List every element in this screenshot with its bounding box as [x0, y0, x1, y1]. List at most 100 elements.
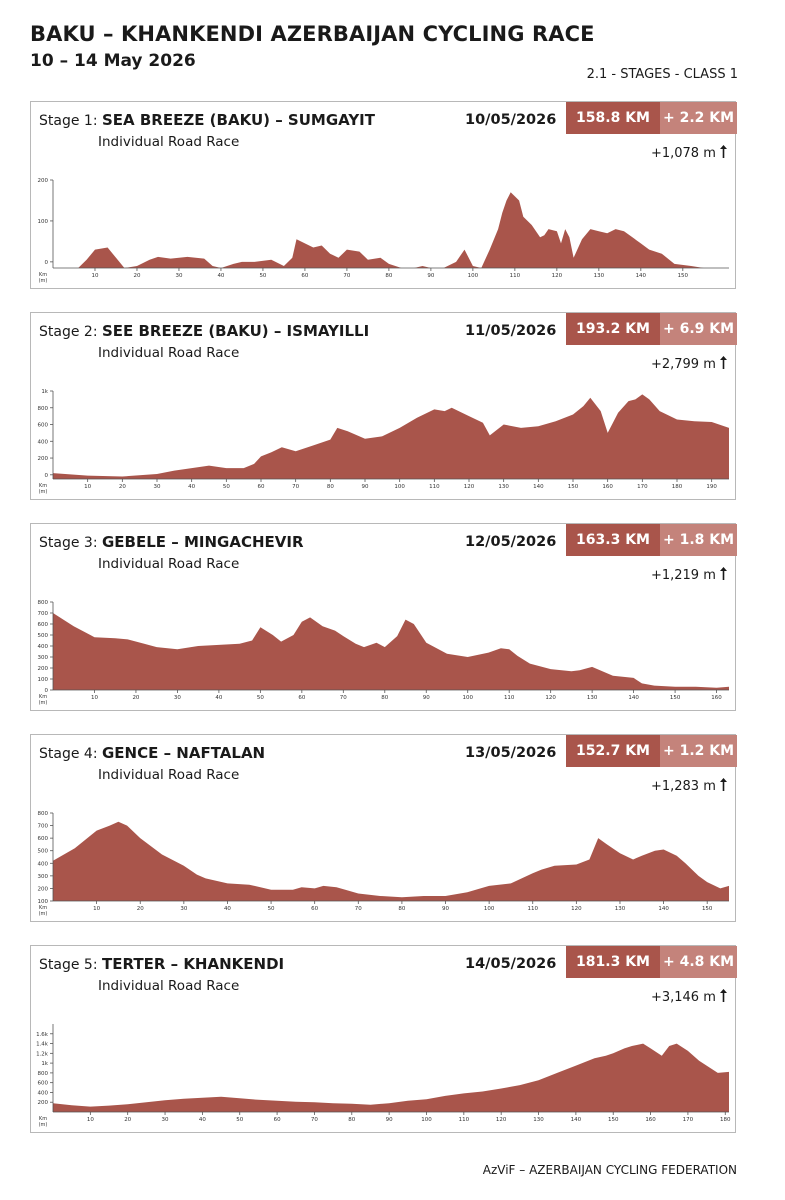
x-tick-label: 190 — [706, 484, 717, 490]
y-tick-label: 400 — [38, 439, 49, 445]
y-tick-label: 200 — [38, 886, 49, 892]
x-tick-label: 30 — [154, 484, 161, 490]
y-tick-label: 600 — [38, 622, 49, 628]
x-tick-label: 100 — [462, 695, 473, 701]
y-axis-unit-label: (m) — [39, 911, 48, 917]
x-tick-label: 10 — [91, 695, 98, 701]
y-tick-label: 1k — [41, 1061, 48, 1067]
stage-prefix: Stage 5: — [39, 957, 102, 973]
y-tick-label: 600 — [38, 423, 49, 429]
y-tick-label: 500 — [38, 849, 49, 855]
x-axis-label: Km — [39, 905, 47, 911]
stage-panel-3: Stage 3: GEBELE – MINGACHEVIR Individual … — [30, 523, 737, 711]
y-tick-label: 1.2k — [36, 1051, 49, 1057]
x-tick-label: 90 — [386, 1117, 393, 1123]
page-title: BAKU – KHANKENDI AZERBAIJAN CYCLING RACE — [30, 22, 595, 46]
stage-panel-2: Stage 2: SEE BREEZE (BAKU) – ISMAYILLI In… — [30, 312, 737, 500]
x-tick-label: 60 — [298, 695, 305, 701]
stage-date: 11/05/2026 — [465, 323, 557, 339]
y-tick-label: 200 — [38, 178, 49, 184]
x-axis-label: Km — [39, 1116, 47, 1122]
footer-credit: AzViF – AZERBAIJAN CYCLING FEDERATION — [482, 1163, 737, 1177]
elevation-gain-value: +1,219 m — [650, 568, 716, 583]
x-tick-label: 50 — [223, 484, 230, 490]
x-tick-label: 100 — [421, 1117, 432, 1123]
stage-panel-4: Stage 4: GENCE – NAFTALAN Individual Road… — [30, 734, 737, 922]
x-tick-label: 120 — [571, 906, 582, 912]
y-tick-label: 0 — [45, 688, 49, 694]
x-tick-label: 100 — [484, 906, 495, 912]
x-tick-label: 110 — [459, 1117, 470, 1123]
distance-badge: 181.3 KM — [566, 946, 660, 978]
y-tick-label: 700 — [38, 611, 49, 617]
x-tick-label: 30 — [180, 906, 187, 912]
x-tick-label: 120 — [464, 484, 475, 490]
x-tick-label: 40 — [217, 273, 224, 279]
y-tick-label: 300 — [38, 874, 49, 880]
y-tick-label: 200 — [38, 456, 49, 462]
x-tick-label: 140 — [636, 273, 647, 279]
y-tick-label: 400 — [38, 861, 49, 867]
stage-panel-5: Stage 5: TERTER – KHANKENDI Individual Ro… — [30, 945, 737, 1133]
elevation-profile-chart: 0 200 400 600 800 1k 10 20 30 40 50 60 70 80 90 100 110 1… — [38, 389, 729, 495]
x-tick-label: 110 — [510, 273, 521, 279]
y-tick-label: 500 — [38, 633, 49, 639]
x-tick-label: 90 — [427, 273, 434, 279]
x-tick-label: 80 — [398, 906, 405, 912]
x-tick-label: 80 — [385, 273, 392, 279]
x-tick-label: 90 — [423, 695, 430, 701]
y-axis-unit-label: (m) — [39, 278, 48, 284]
elevation-gain: +3,146 m — [651, 989, 727, 1005]
x-tick-label: 60 — [258, 484, 265, 490]
x-tick-label: 50 — [257, 695, 264, 701]
extra-distance-badge: + 4.8 KM — [660, 946, 737, 978]
x-tick-label: 120 — [545, 695, 556, 701]
x-tick-label: 70 — [355, 906, 362, 912]
distance-badge: 163.3 KM — [566, 524, 660, 556]
y-axis-unit-label: (m) — [39, 700, 48, 706]
x-tick-label: 180 — [720, 1117, 731, 1123]
y-axis-unit-label: (m) — [39, 1122, 48, 1128]
y-tick-label: 1.4k — [36, 1042, 49, 1048]
x-tick-label: 100 — [468, 273, 479, 279]
race-type: Individual Road Race — [98, 556, 240, 572]
x-tick-label: 50 — [236, 1117, 243, 1123]
stage-date: 10/05/2026 — [465, 112, 557, 128]
x-tick-label: 30 — [162, 1117, 169, 1123]
distance-badge: 152.7 KM — [566, 735, 660, 767]
x-tick-label: 70 — [292, 484, 299, 490]
elevation-gain-value: +1,283 m — [650, 779, 716, 794]
x-tick-label: 10 — [87, 1117, 94, 1123]
extra-distance-badge: + 6.9 KM — [660, 313, 737, 345]
stage-route: SEE BREEZE (BAKU) – ISMAYILLI — [101, 322, 370, 340]
arrow-up-icon — [720, 356, 727, 369]
x-tick-label: 130 — [498, 484, 509, 490]
elevation-gain-value: +1,078 m — [650, 146, 716, 161]
x-tick-label: 30 — [175, 273, 182, 279]
x-tick-label: 80 — [381, 695, 388, 701]
x-tick-label: 70 — [311, 1117, 318, 1123]
y-tick-label: 100 — [38, 899, 49, 905]
x-tick-label: 60 — [301, 273, 308, 279]
y-tick-label: 300 — [38, 655, 49, 661]
arrow-up-icon — [720, 778, 727, 791]
x-tick-label: 60 — [274, 1117, 281, 1123]
x-tick-label: 40 — [215, 695, 222, 701]
x-tick-label: 50 — [268, 906, 275, 912]
x-tick-label: 160 — [602, 484, 613, 490]
y-tick-label: 600 — [38, 1081, 49, 1087]
elevation-profile-chart: 100 200 300 400 500 600 700 800 10 20 30 40 50 60 70 80… — [38, 811, 729, 917]
x-tick-label: 130 — [587, 695, 598, 701]
stage-label: Stage 1: SEA BREEZE (BAKU) – SUMGAYIT — [39, 111, 375, 129]
race-type: Individual Road Race — [98, 767, 240, 783]
x-tick-label: 10 — [91, 273, 98, 279]
x-tick-label: 80 — [327, 484, 334, 490]
y-tick-label: 800 — [38, 406, 49, 412]
x-tick-label: 150 — [678, 273, 689, 279]
elevation-area — [53, 613, 729, 690]
x-tick-label: 110 — [527, 906, 538, 912]
x-tick-label: 70 — [343, 273, 350, 279]
y-tick-label: 800 — [38, 811, 49, 817]
y-tick-label: 200 — [38, 666, 49, 672]
extra-distance-badge: + 2.2 KM — [660, 102, 737, 134]
